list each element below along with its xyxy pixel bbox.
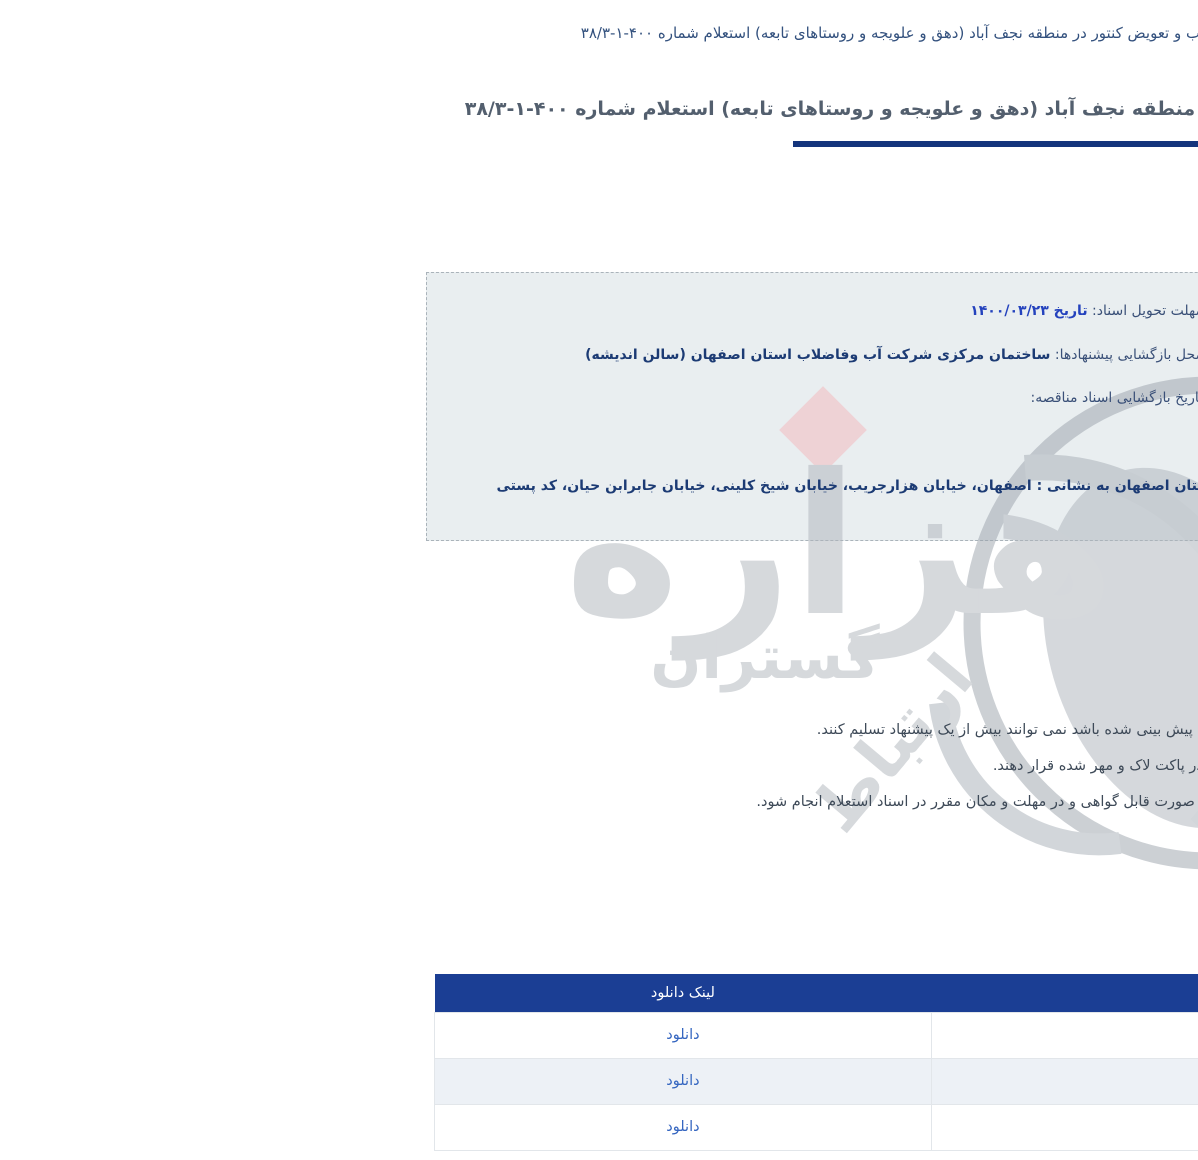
files-table-header-row: عنوان فایل لینک دانلود <box>15 974 1198 1012</box>
publish-date: تاریخ انتشار: ۱۱ خرداد ۱۴۰۰ <box>1030 188 1194 204</box>
download-cell: دانلود <box>15 1012 512 1058</box>
condition-item: ج) هر گونه تسلیم، تحویل، جایگزینی و یا پ… <box>0 792 1177 813</box>
section-title-submission: شرایط تسلیم و تحویل پیشنهادها <box>901 612 1177 632</box>
watermark-word-gostaran: گستران <box>230 623 460 693</box>
field-opening-date: تاریخ بازگشایی اسناد مناقصه: <box>37 388 783 410</box>
section-title-documents: دریافت مستندات و اسناد <box>969 879 1177 899</box>
field-delivery-place: محل تحویل اسناد و مدارک: دبیرخانه شرکت آ… <box>37 476 1161 519</box>
field-call-code: کد فراخوان: ۴۰۰-۱-۳۸/۳ <box>793 301 1161 323</box>
download-link[interactable]: دانلود <box>246 1027 279 1043</box>
title-underline-bar <box>373 141 1198 147</box>
field-opening-place: محل بازگشایی پیشنهادها: ساختمان مرکزی شر… <box>37 345 783 367</box>
file-title-cell: سند استعلام <box>511 1012 1197 1058</box>
download-link[interactable]: دانلود <box>246 1119 279 1135</box>
widget-dot-icon <box>1175 553 1193 571</box>
condition-item: ب) شرکت کنندگان در استعلام، اسناد و پیشن… <box>0 756 1177 777</box>
page-title: عملیات نصب انشعابات آب و تعویض کنتور در … <box>45 98 1196 120</box>
field-deadline: مهلت تحویل اسناد: تاریخ ۱۴۰۰/۰۳/۲۳ <box>37 301 783 323</box>
download-link[interactable]: دانلود <box>246 1073 279 1089</box>
file-title-cell: برآورد <box>511 1104 1197 1150</box>
breadcrumb-tenders-link[interactable]: مناقصات/مزایدات <box>956 24 1086 42</box>
section-underline-bar <box>979 655 1177 661</box>
column-header-file-title: عنوان فایل <box>511 974 1197 1012</box>
breadcrumb: صفحه نخست » مناقصات/مزایدات » عملیات نصب… <box>0 24 1194 42</box>
table-row: شرایط خصوصی دانلود <box>15 1058 1198 1104</box>
download-cell: دانلود <box>15 1058 512 1104</box>
table-row: سند استعلام دانلود <box>15 1012 1198 1058</box>
tender-info-grid: کد فراخوان: ۴۰۰-۱-۳۸/۳ مهلت تحویل اسناد:… <box>7 273 1191 547</box>
field-publish-type: نوع انتشار: فراخوان <box>793 432 1161 454</box>
download-cell: دانلود <box>15 1104 512 1150</box>
section-underline-bar <box>1027 921 1177 927</box>
section-underline-bar-dark <box>1027 921 1077 927</box>
title-underline-bar-dark <box>373 141 898 147</box>
condition-item: الف) هیچ یک از شرکت کنندگان در استعلام ج… <box>0 720 1177 741</box>
section-underline-bar-dark <box>979 655 1075 661</box>
table-row: برآورد دانلود <box>15 1104 1198 1150</box>
field-type: نوع: استعلام <box>793 345 1161 367</box>
field-holding-type: نوع برگزاری: یک مرحله ای <box>793 388 1161 410</box>
field-empty <box>37 432 783 454</box>
file-title-cell: شرایط خصوصی <box>511 1058 1197 1104</box>
files-table: عنوان فایل لینک دانلود سند استعلام دانلو… <box>14 974 1198 1151</box>
breadcrumb-separator: » <box>1093 24 1102 42</box>
conditions-intro: شرایط تسلیم و تحویل پیشنهادها به شرح ذیل… <box>0 684 1177 705</box>
tender-info-box: کد فراخوان: ۴۰۰-۱-۳۸/۳ مهلت تحویل اسناد:… <box>6 272 1192 541</box>
submission-conditions: شرایط تسلیم و تحویل پیشنهادها به شرح ذیل… <box>0 684 1177 828</box>
column-header-download-link: لینک دانلود <box>15 974 512 1012</box>
breadcrumb-separator: » <box>940 24 949 42</box>
breadcrumb-home-link[interactable]: صفحه نخست <box>1109 24 1194 42</box>
breadcrumb-current-page: عملیات نصب انشعابات آب و تعویض کنتور در … <box>161 24 933 42</box>
